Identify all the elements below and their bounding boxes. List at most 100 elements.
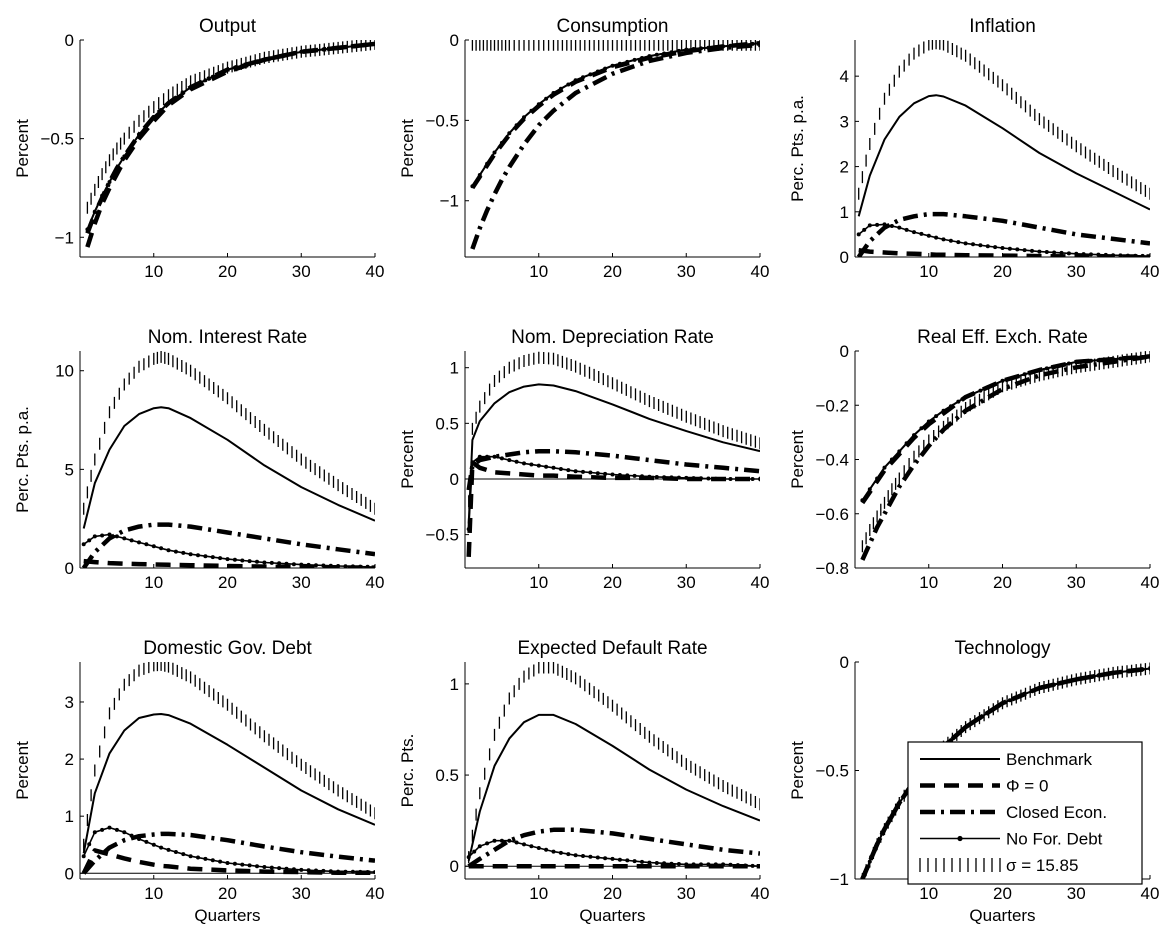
series-marker <box>603 471 608 476</box>
series-marker <box>1066 679 1071 684</box>
legend-label: Benchmark <box>1006 750 1092 769</box>
x-axis-label: Quarters <box>579 906 645 925</box>
series-marker <box>669 475 674 480</box>
series-marker <box>993 706 998 710</box>
series-marker <box>558 850 563 855</box>
series-marker <box>485 161 490 166</box>
series-benchmark <box>467 383 760 524</box>
series-marker <box>713 476 718 481</box>
series-marker <box>373 870 375 875</box>
y-tick-label: −0.5 <box>425 526 459 545</box>
series-marker <box>1037 249 1042 254</box>
series-marker <box>1103 357 1108 362</box>
series-sigma-15-85 <box>86 40 375 214</box>
series-marker <box>218 71 223 76</box>
series-marker <box>277 866 282 871</box>
series-marker <box>100 193 105 198</box>
series-marker <box>85 227 90 232</box>
series-marker <box>240 558 245 563</box>
x-tick-label: 30 <box>1067 573 1086 592</box>
series-no-for-debt <box>471 42 760 187</box>
series-marker <box>721 477 726 481</box>
series-marker <box>971 391 975 396</box>
series-marker <box>343 564 348 568</box>
series-marker <box>669 861 674 866</box>
series-marker <box>129 143 134 148</box>
series-group <box>85 40 375 248</box>
series-marker <box>1118 356 1123 361</box>
series-marker <box>676 48 681 53</box>
panel-output: Output Percent 10 20 30 40 −1 −0.5 0 <box>13 16 384 281</box>
series-marker <box>1140 253 1145 257</box>
x-tick-label: 40 <box>751 573 770 592</box>
y-tick-label: 3 <box>65 693 74 712</box>
series-marker <box>306 49 311 53</box>
x-tick-label: 10 <box>919 884 938 903</box>
series-marker <box>691 47 696 51</box>
y-tick-label: −0.6 <box>815 505 849 524</box>
series-marker <box>912 433 916 438</box>
x-tick-label: 40 <box>366 262 385 281</box>
series-marker <box>507 838 512 843</box>
series-marker <box>151 114 156 119</box>
series-marker <box>536 463 541 468</box>
series-marker <box>144 542 149 547</box>
series-marker <box>566 82 571 87</box>
series-marker <box>196 855 200 860</box>
series-marker <box>1059 250 1064 255</box>
series-marker <box>581 854 585 858</box>
series-marker <box>499 838 504 843</box>
series-marker <box>122 154 127 159</box>
series-marker <box>856 232 861 237</box>
y-axis-label: Percent <box>13 119 32 178</box>
x-tick-label: 40 <box>366 884 385 903</box>
series-sigma-15-85 <box>468 351 760 508</box>
legend-item-benchmark: Benchmark <box>920 750 1092 769</box>
series-marker <box>210 858 215 863</box>
series-marker <box>181 550 186 555</box>
series-marker <box>934 414 939 419</box>
series-marker <box>743 477 748 481</box>
legend-label: Closed Econ. <box>1006 803 1107 822</box>
series-marker <box>159 845 164 850</box>
series-marker <box>758 864 760 869</box>
x-tick-label: 10 <box>529 884 548 903</box>
y-axis-label: Percent <box>788 741 807 800</box>
y-tick-label: 0 <box>450 470 459 489</box>
series-marker <box>137 837 141 841</box>
series-sigma-15-85 <box>471 40 760 51</box>
series-marker <box>897 449 902 454</box>
series-sigma-15-85 <box>83 351 375 515</box>
series-marker <box>654 861 659 865</box>
y-tick-label: −0.5 <box>425 111 459 130</box>
series-marker <box>963 241 968 246</box>
x-tick-label: 10 <box>529 573 548 592</box>
y-tick-label: 0.5 <box>435 766 459 785</box>
y-tick-label: −1 <box>55 228 74 247</box>
series-marker <box>743 863 748 868</box>
y-tick-label: 10 <box>55 362 74 381</box>
series-marker <box>536 102 541 107</box>
series-marker <box>522 842 526 847</box>
series-closed-econ <box>860 354 1150 561</box>
x-tick-label: 20 <box>218 262 237 281</box>
series-marker <box>1118 253 1123 257</box>
y-tick-label: 1 <box>450 675 459 694</box>
series-marker <box>114 827 119 832</box>
series-no-for-debt <box>83 533 375 568</box>
legend-marker <box>957 835 963 842</box>
y-axis-label: Percent <box>13 741 32 800</box>
series-marker <box>472 849 477 854</box>
series-marker <box>1118 670 1123 674</box>
series-marker <box>173 549 178 554</box>
y-tick-label: −0.5 <box>40 130 74 149</box>
legend-item-15-85: σ = 15.85 <box>919 856 1078 875</box>
series-marker <box>188 552 193 557</box>
series-marker <box>882 465 887 470</box>
series-marker <box>595 471 600 476</box>
series-marker <box>1081 252 1086 257</box>
series-no-for-debt <box>82 826 375 873</box>
series-marker <box>617 473 622 477</box>
y-axis-label: Perc. Pts. p.a. <box>13 406 32 513</box>
series-marker <box>735 477 740 481</box>
